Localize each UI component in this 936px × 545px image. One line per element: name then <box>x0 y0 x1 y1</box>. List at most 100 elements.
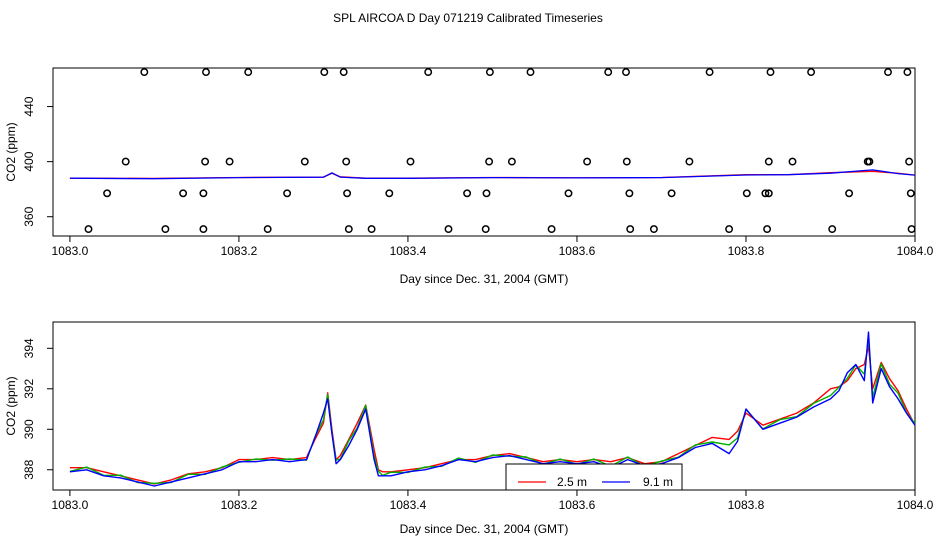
bottom-y-axis: 388 390 392 394 <box>22 338 53 480</box>
top-scatter-point <box>622 157 631 166</box>
top-scatter-point <box>161 225 170 234</box>
bottom-x-tick-label: 1084.0 <box>897 498 934 512</box>
top-scatter-point <box>283 189 292 198</box>
bottom-y-tick-label: 390 <box>22 419 36 439</box>
top-scatter-point <box>905 157 914 166</box>
top-scatter-point <box>103 189 112 198</box>
top-scatter-point <box>845 189 854 198</box>
top-x-label: Day since Dec. 31, 2004 (GMT) <box>400 272 569 286</box>
top-y-label: CO2 (ppm) <box>4 122 18 181</box>
top-scatter-point <box>807 68 816 77</box>
top-scatter-point <box>764 157 773 166</box>
top-x-tick-label: 1083.0 <box>52 244 89 258</box>
top-scatter-point <box>424 68 433 77</box>
top-scatter-point <box>463 189 472 198</box>
top-scatter-point <box>865 157 874 166</box>
top-scatter-points <box>84 68 916 234</box>
top-x-tick-label: 1084.0 <box>897 244 934 258</box>
legend-label-2-5m: 2.5 m <box>557 475 587 489</box>
top-scatter-point <box>907 225 916 234</box>
top-scatter-point <box>482 189 491 198</box>
bottom-y-tick-label: 392 <box>22 378 36 398</box>
top-scatter-point <box>764 189 773 198</box>
top-y-tick-label: 360 <box>22 206 36 226</box>
top-scatter-point <box>201 157 210 166</box>
legend: 2.5 m 9.1 m <box>505 463 683 491</box>
top-scatter-point <box>199 225 208 234</box>
top-scatter-point <box>828 225 837 234</box>
top-scatter-point <box>564 189 573 198</box>
top-scatter-point <box>300 157 309 166</box>
top-scatter-point <box>725 225 734 234</box>
top-x-tick-label: 1083.8 <box>728 244 765 258</box>
top-scatter-point <box>339 68 348 77</box>
top-scatter-point <box>622 68 630 77</box>
top-scatter-point <box>343 189 352 198</box>
top-scatter-point <box>742 189 751 198</box>
top-scatter-point <box>626 225 635 234</box>
top-y-axis: 360 400 440 <box>22 96 53 227</box>
top-series-line-9-1m <box>69 169 916 180</box>
bottom-y-label: CO2 (ppm) <box>4 376 18 435</box>
bottom-x-tick-label: 1083.8 <box>728 498 765 512</box>
top-x-tick-label: 1083.4 <box>390 244 427 258</box>
top-scatter-point <box>763 225 772 234</box>
top-scatter-point <box>320 68 329 77</box>
top-scatter-point <box>179 189 188 198</box>
top-scatter-point <box>199 189 208 198</box>
top-scatter-point <box>583 157 592 166</box>
bottom-x-label: Day since Dec. 31, 2004 (GMT) <box>400 522 569 536</box>
bottom-y-tick-label: 388 <box>22 459 36 479</box>
top-scatter-point <box>84 225 93 234</box>
top-scatter-point <box>547 225 556 234</box>
top-scatter-point <box>485 157 494 166</box>
top-scatter-point <box>263 225 272 234</box>
top-scatter-point <box>507 157 516 166</box>
top-plot-box <box>52 67 916 237</box>
figure-title: SPL AIRCOA D Day 071219 Calibrated Times… <box>333 11 603 25</box>
top-scatter-point <box>604 68 613 77</box>
top-scatter-point <box>906 189 915 198</box>
top-scatter-point <box>244 68 253 77</box>
top-scatter-point <box>766 68 775 77</box>
top-scatter-point <box>121 157 130 166</box>
top-scatter-point <box>526 68 535 77</box>
bottom-x-tick-label: 1083.4 <box>390 498 427 512</box>
top-x-tick-label: 1083.6 <box>559 244 596 258</box>
top-scatter-point <box>385 189 394 198</box>
top-scatter-point <box>406 157 415 166</box>
top-scatter-point <box>485 68 494 77</box>
top-scatter-point <box>344 225 353 234</box>
top-series-lines <box>69 169 916 180</box>
bottom-x-axis: 1083.0 1083.2 1083.4 1083.6 1083.8 1084.0 <box>52 490 934 512</box>
top-scatter-point <box>481 225 490 234</box>
top-scatter-point <box>342 157 351 166</box>
bottom-panel: 1083.0 1083.2 1083.4 1083.6 1083.8 1084.0 388… <box>4 321 934 536</box>
bottom-series-line-9-1m <box>69 331 916 487</box>
top-scatter-point <box>685 157 694 166</box>
top-y-tick-label: 440 <box>22 96 36 116</box>
bottom-series-line-2-5m <box>69 345 916 485</box>
top-scatter-point <box>667 189 676 198</box>
bottom-y-tick-label: 394 <box>22 338 36 358</box>
bottom-plot-box <box>52 321 916 491</box>
top-scatter-point <box>202 68 210 77</box>
top-panel: 1083.0 1083.2 1083.4 1083.6 1083.8 1084.0 360… <box>4 67 934 286</box>
top-scatter-point <box>625 189 634 198</box>
top-scatter-point <box>884 68 892 77</box>
top-scatter-point <box>788 157 797 166</box>
top-scatter-point <box>761 189 770 198</box>
bottom-x-tick-label: 1083.0 <box>52 498 89 512</box>
top-scatter-point <box>444 225 453 234</box>
top-scatter-point <box>649 225 658 234</box>
top-y-tick-label: 400 <box>22 151 36 171</box>
bottom-series-lines <box>69 331 916 487</box>
legend-label-9-1m: 9.1 m <box>643 475 673 489</box>
top-scatter-point <box>903 68 912 77</box>
bottom-x-tick-label: 1083.6 <box>559 498 596 512</box>
top-scatter-point <box>225 157 234 166</box>
top-x-tick-label: 1083.2 <box>221 244 258 258</box>
bottom-series-line-mid <box>69 336 916 484</box>
top-scatter-point <box>705 68 714 77</box>
